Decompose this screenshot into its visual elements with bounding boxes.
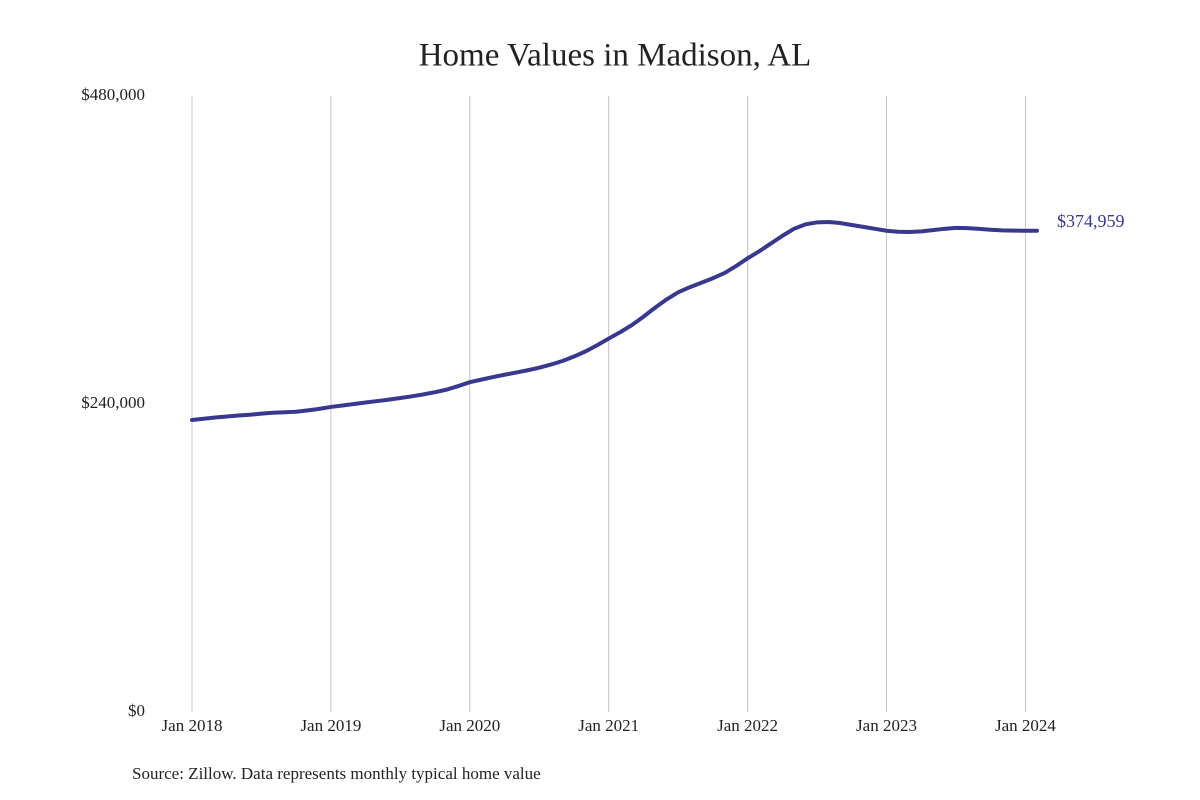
y-tick-label: $0 (128, 701, 145, 720)
line-series (190, 220, 1039, 423)
y-tick-label: $480,000 (81, 85, 145, 104)
chart-title: Home Values in Madison, AL (419, 38, 812, 74)
y-tick-label: $240,000 (81, 393, 145, 412)
x-tick-label: Jan 2023 (856, 716, 917, 735)
x-tick-label: Jan 2021 (578, 716, 639, 735)
x-tick-label: Jan 2019 (300, 716, 361, 735)
x-tick-label: Jan 2018 (162, 716, 223, 735)
x-tick-label: Jan 2022 (717, 716, 778, 735)
value-label: $374,959 (1057, 211, 1125, 231)
x-tick-label: Jan 2020 (439, 716, 500, 735)
x-tick-label: Jan 2024 (995, 716, 1056, 735)
source-note: Source: Zillow. Data represents monthly … (132, 764, 541, 783)
